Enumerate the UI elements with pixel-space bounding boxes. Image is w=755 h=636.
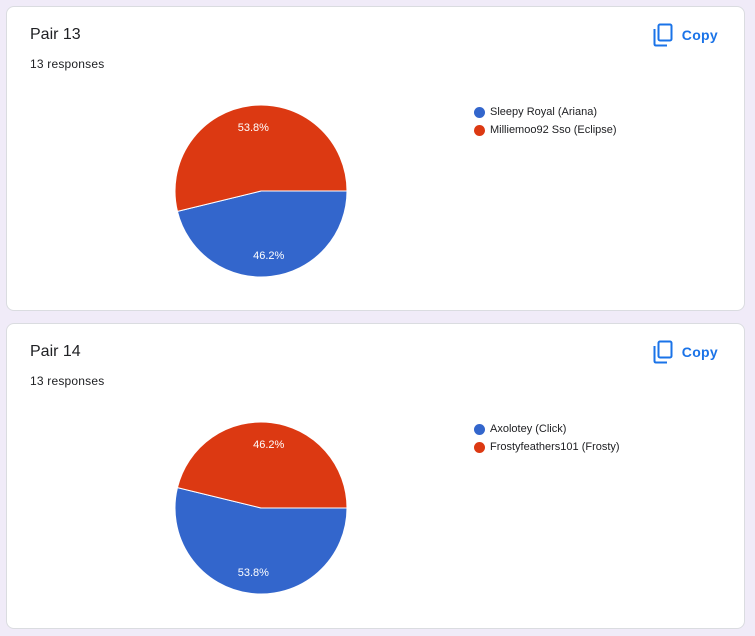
pie-slice[interactable] — [176, 421, 348, 509]
slice-percent-label: 46.2% — [253, 439, 284, 451]
copy-icon — [653, 340, 673, 364]
chart-legend: Sleepy Royal (Ariana) Milliemoo92 Sso (E… — [474, 103, 617, 139]
pie-slice[interactable] — [174, 104, 348, 212]
copy-label: Copy — [681, 27, 718, 43]
legend-item: Milliemoo92 Sso (Eclipse) — [474, 121, 617, 139]
legend-item: Frostyfeathers101 (Frosty) — [474, 438, 620, 456]
response-count: 13 responses — [30, 57, 105, 71]
copy-chart-button[interactable]: Copy — [652, 340, 718, 364]
card-title: Pair 14 — [30, 343, 81, 360]
pie-slice[interactable] — [176, 190, 348, 278]
copy-icon — [653, 23, 673, 47]
legend-label: Frostyfeathers101 (Frosty) — [490, 441, 620, 453]
slice-percent-label: 46.2% — [253, 250, 284, 262]
chart-legend: Axolotey (Click) Frostyfeathers101 (Fros… — [474, 420, 620, 456]
response-count: 13 responses — [30, 374, 105, 388]
copy-label: Copy — [681, 344, 718, 360]
legend-swatch — [474, 423, 485, 435]
legend-item: Axolotey (Click) — [474, 420, 620, 438]
question-card-pair-14: Pair 14 13 responses Copy 53.8% 46.2% Axo… — [6, 323, 745, 629]
pie-chart: 46.2% 53.8% — [174, 104, 348, 278]
slice-percent-label: 53.8% — [238, 567, 269, 579]
legend-label: Milliemoo92 Sso (Eclipse) — [490, 124, 617, 136]
legend-label: Axolotey (Click) — [490, 423, 567, 435]
legend-swatch — [474, 441, 485, 453]
slice-percent-label: 53.8% — [238, 122, 269, 134]
legend-label: Sleepy Royal (Ariana) — [490, 106, 597, 118]
legend-swatch — [474, 106, 485, 118]
legend-item: Sleepy Royal (Ariana) — [474, 103, 617, 121]
card-title: Pair 13 — [30, 26, 81, 43]
legend-swatch — [474, 124, 485, 136]
question-card-pair-13: Pair 13 13 responses Copy 46.2% 53.8% Sle… — [6, 6, 745, 311]
copy-chart-button[interactable]: Copy — [652, 23, 718, 47]
pie-slice[interactable] — [174, 487, 348, 595]
pie-chart: 53.8% 46.2% — [174, 421, 348, 595]
